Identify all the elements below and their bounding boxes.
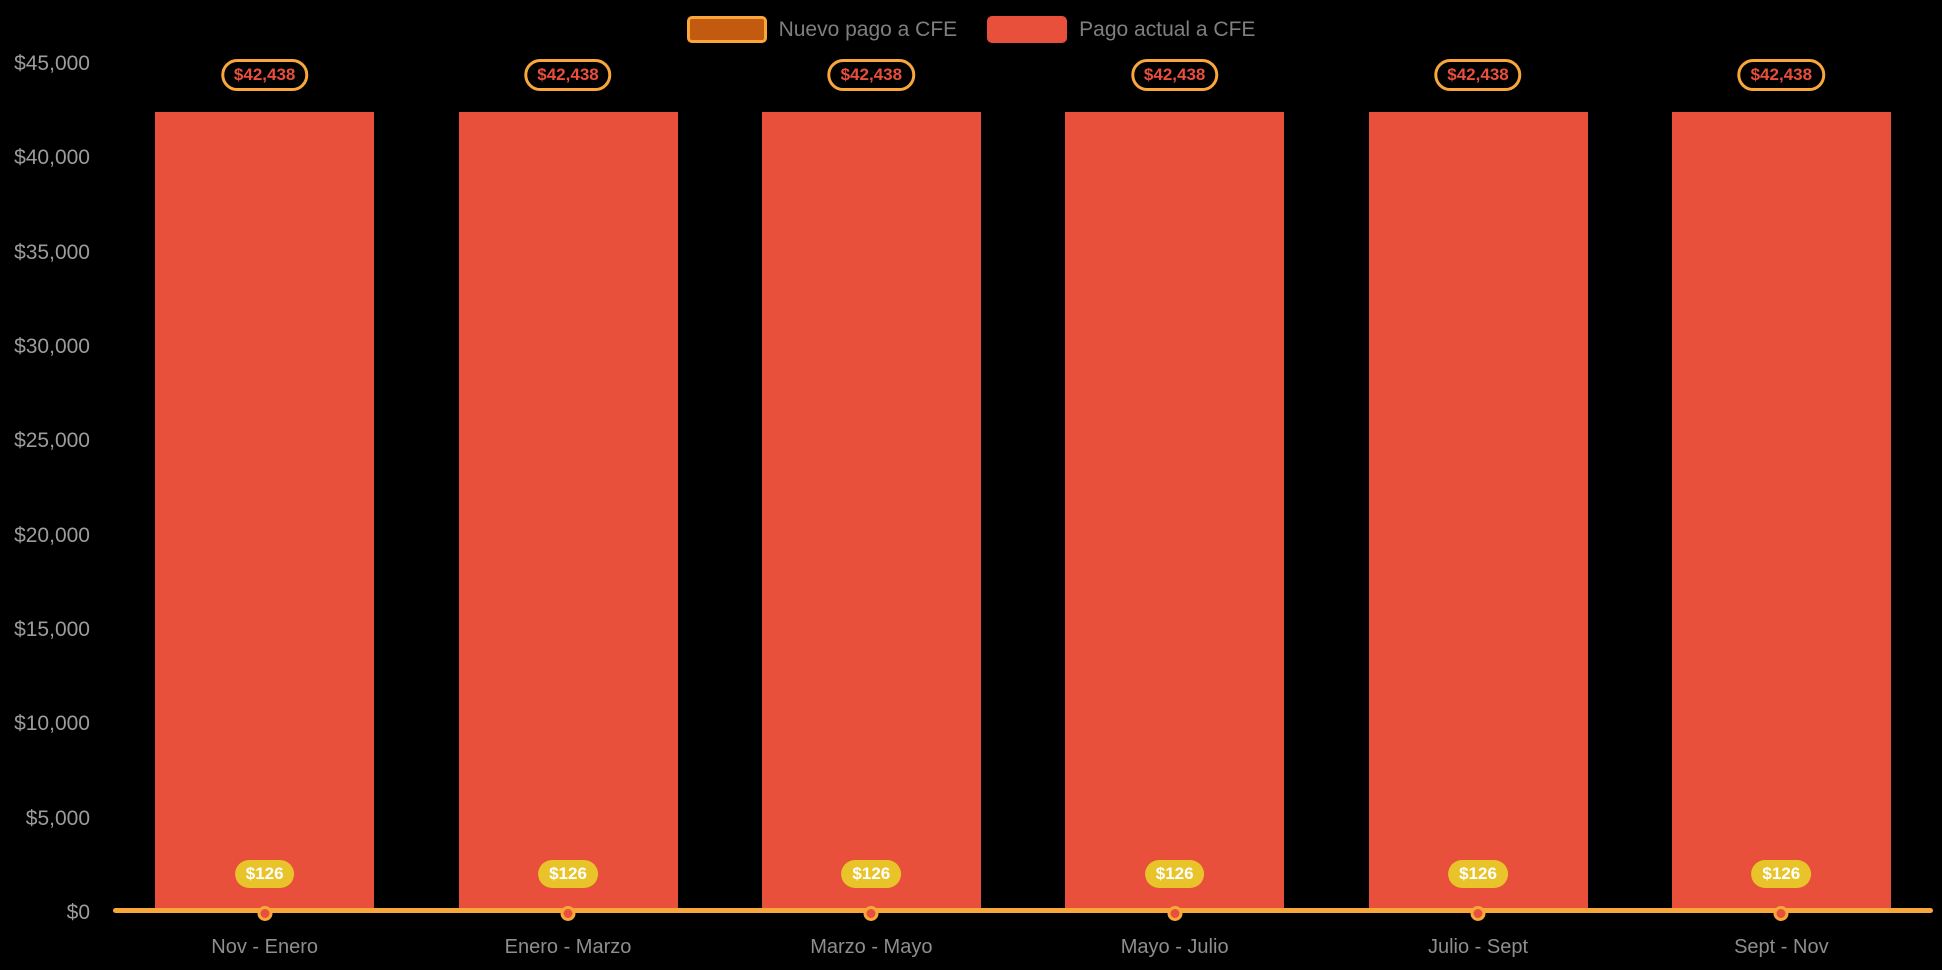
line-marker[interactable] [863, 906, 879, 922]
legend-label-pago-actual: Pago actual a CFE [1079, 17, 1256, 41]
y-axis-label: $5,000 [25, 806, 90, 830]
line-value-badge: $126 [841, 860, 902, 888]
legend-item-pago-actual[interactable]: Pago actual a CFE [987, 16, 1255, 43]
x-axis-label: Enero - Marzo [504, 936, 632, 958]
bar-value-badge: $42,438 [524, 59, 612, 92]
bar-pago-actual[interactable] [1671, 112, 1891, 913]
line-marker[interactable] [1167, 906, 1183, 922]
x-axis-label: Nov - Enero [211, 936, 319, 958]
line-value-badge: $126 [1144, 860, 1205, 888]
bar-pago-actual[interactable] [1368, 112, 1588, 913]
bar-pago-actual[interactable] [761, 112, 981, 913]
y-axis-label: $40,000 [14, 146, 90, 170]
line-marker[interactable] [1470, 906, 1486, 922]
legend: Nuevo pago a CFE Pago actual a CFE [0, 16, 1942, 43]
y-axis-label: $15,000 [14, 618, 90, 641]
y-axis-label: $35,000 [14, 240, 90, 264]
line-nuevo-pago [113, 908, 1933, 913]
line-value-badge: $126 [1751, 860, 1812, 888]
y-axis-label: $20,000 [14, 523, 90, 547]
x-axis-label: Julio - Sept [1427, 936, 1529, 958]
bar-pago-actual[interactable] [458, 112, 678, 913]
line-marker[interactable] [1773, 906, 1789, 922]
bar-value-badge: $42,438 [220, 59, 309, 92]
y-axis-label: $10,000 [14, 712, 90, 736]
x-axis-label: Marzo - Mayo [810, 936, 933, 958]
legend-item-nuevo-pago[interactable]: Nuevo pago a CFE [686, 16, 958, 43]
y-axis-label: $25,000 [14, 429, 90, 453]
legend-label-nuevo-pago: Nuevo pago a CFE [778, 17, 958, 41]
bar-pago-actual[interactable] [1065, 112, 1285, 913]
x-axis-label: Sept - Nov [1734, 936, 1829, 958]
legend-swatch-nuevo-pago [686, 16, 767, 43]
legend-swatch-pago-actual [987, 16, 1068, 43]
bar-value-badge: $42,438 [1130, 59, 1219, 92]
y-axis-label: $45,000 [14, 52, 90, 75]
line-value-badge: $126 [234, 860, 295, 888]
bar-pago-actual[interactable] [155, 112, 375, 913]
line-marker[interactable] [257, 906, 273, 922]
x-axis-label: Mayo - Julio [1120, 936, 1229, 958]
line-marker[interactable] [560, 906, 576, 922]
line-value-badge: $126 [1448, 860, 1508, 888]
y-axis-label: $0 [66, 901, 90, 924]
bar-value-badge: $42,438 [1737, 59, 1826, 92]
plot-area: $42,438 $42,438 $42,438 $42,438 $42,438 $42,4… [113, 59, 1933, 922]
bar-value-badge: $42,438 [827, 59, 916, 92]
line-value-badge: $126 [538, 860, 598, 888]
y-axis-label: $30,000 [14, 335, 90, 358]
bar-value-badge: $42,438 [1434, 59, 1522, 92]
